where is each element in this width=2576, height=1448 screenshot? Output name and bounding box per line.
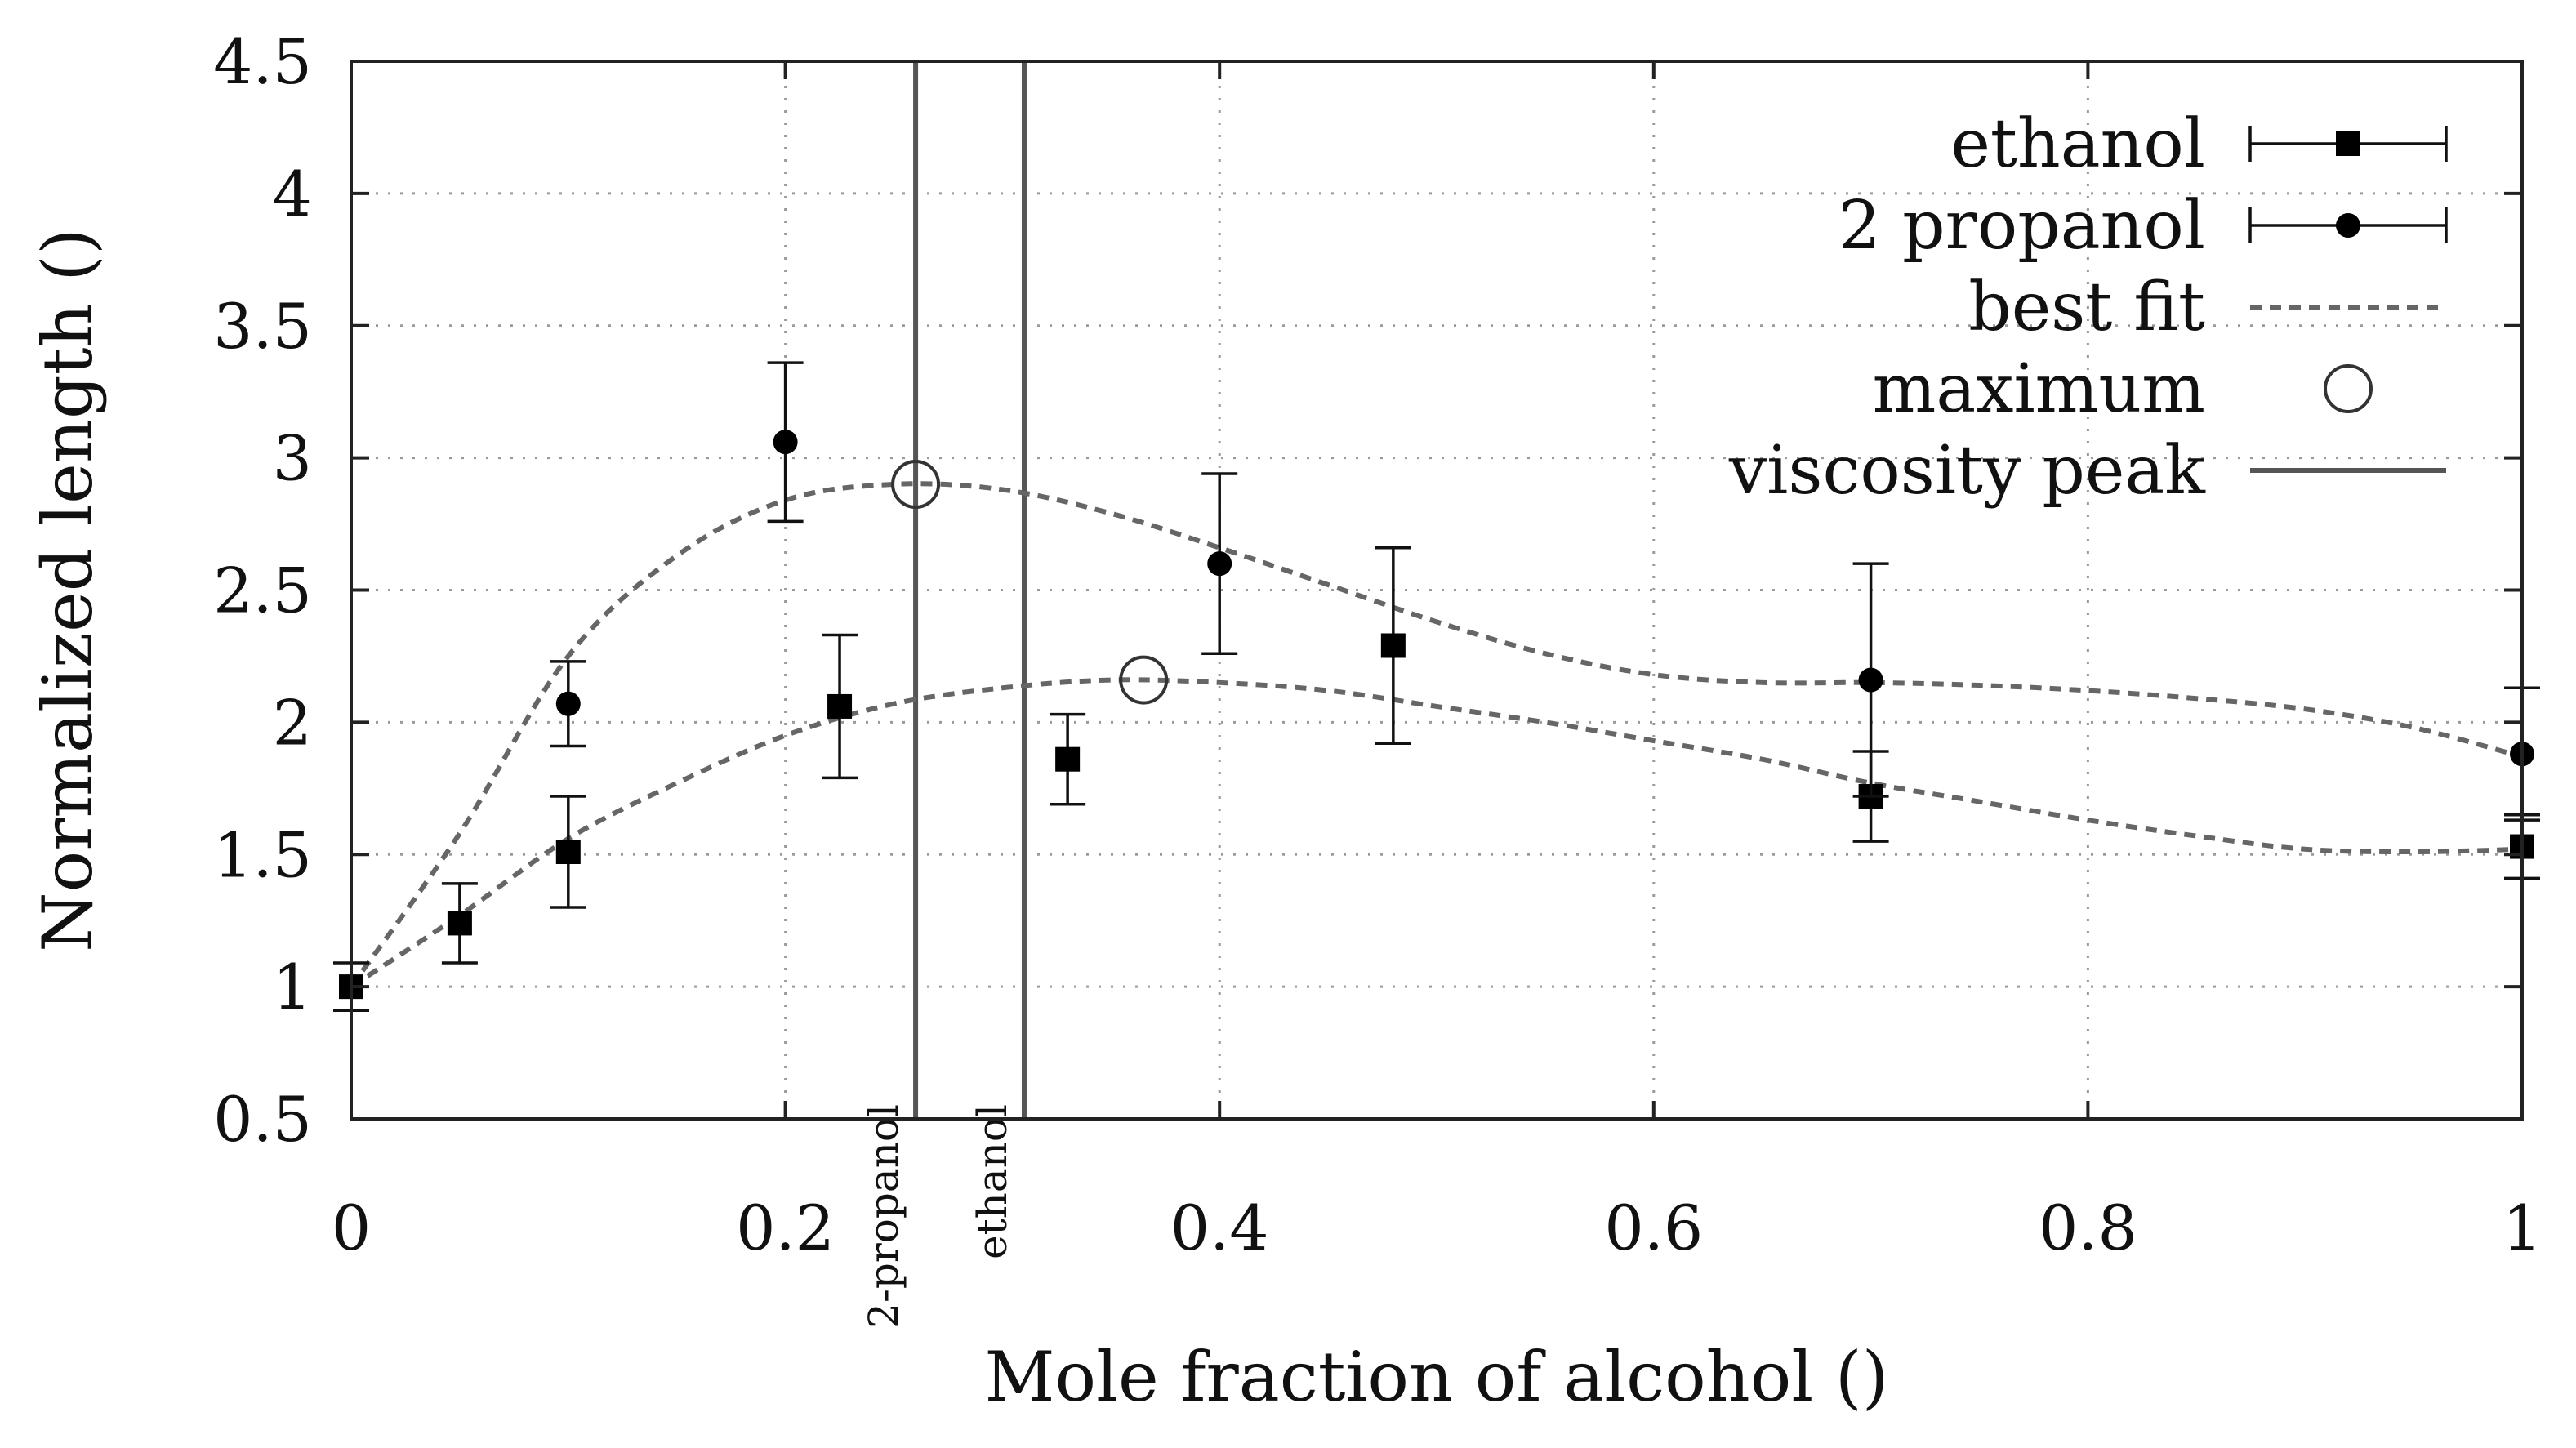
legend-label: viscosity peak [1728, 432, 2206, 510]
y-tick-label: 3.5 [213, 290, 312, 363]
legend-item: viscosity peak [1728, 432, 2446, 510]
legend-item: best fit [1968, 269, 2446, 346]
y-axis-title: Normalized length () [28, 228, 108, 952]
propanol-point [1207, 551, 1232, 577]
data-point [1050, 712, 1086, 806]
x-tick-label: 0.8 [2039, 1192, 2137, 1264]
data-point [1852, 562, 1889, 798]
y-tick-label: 4 [273, 158, 312, 230]
propanol-point [555, 691, 581, 716]
legend-open-circle [2324, 364, 2373, 413]
ethanol-point [1055, 746, 1081, 772]
axis-ticks: 0.5 1 1.5 2 2.5 3 3.5 4 4.5 0 0.2 0.4 0.6 0.8 1 [213, 25, 2542, 1264]
viscosity-peak-lines: 2-propanol ethanol [860, 61, 1027, 1329]
data-point [550, 660, 586, 748]
x-tick-label: 0 [332, 1192, 371, 1264]
legend-item: 2 propanol [1838, 187, 2448, 265]
legend-item: ethanol [1950, 105, 2448, 183]
legend-label: 2 propanol [1838, 187, 2205, 265]
x-axis-title: Mole fraction of alcohol () [985, 1337, 1889, 1417]
viscosity-peak-label: ethanol [969, 1104, 1016, 1259]
data-point [550, 795, 586, 909]
legend-item: maximum [1873, 350, 2373, 428]
legend-label: ethanol [1950, 105, 2205, 183]
data-point [1375, 546, 1411, 746]
x-tick-label: 0.6 [1604, 1192, 1703, 1264]
best-fit-curve [349, 481, 2523, 988]
y-tick-label: 2.5 [213, 555, 312, 627]
x-tick-label: 0.4 [1170, 1192, 1269, 1264]
y-tick-label: 2 [273, 686, 312, 759]
data-point [1201, 472, 1238, 655]
best-fit-curves [349, 481, 2523, 989]
maximum-marker [891, 460, 941, 509]
ethanol-point [555, 840, 581, 865]
maximum-marker [1119, 655, 1169, 705]
data-point [441, 882, 478, 965]
y-tick-label: 3 [273, 422, 312, 495]
legend-label: maximum [1873, 350, 2205, 428]
data-points [333, 361, 2540, 1013]
best-fit-curve [350, 677, 2523, 989]
propanol-point [773, 430, 798, 455]
legend-square-marker [2336, 131, 2360, 156]
ethanol-point [447, 911, 472, 936]
maximum-markers [891, 460, 1169, 705]
data-point [767, 361, 804, 524]
y-tick-label: 0.5 [213, 1083, 312, 1156]
data-point [822, 633, 858, 780]
y-tick-label: 4.5 [213, 25, 312, 98]
x-tick-label: 0.2 [736, 1192, 835, 1264]
ethanol-point [1380, 633, 1406, 658]
y-tick-label: 1.5 [213, 818, 312, 891]
ethanol-point [827, 693, 853, 719]
y-tick-label: 1 [273, 951, 312, 1023]
propanol-point [1858, 667, 1883, 693]
viscosity-peak-label: 2-propanol [860, 1104, 907, 1329]
legend-circle-marker [2336, 213, 2360, 238]
legend-label: best fit [1968, 269, 2205, 346]
x-tick-label: 1 [2502, 1192, 2542, 1264]
